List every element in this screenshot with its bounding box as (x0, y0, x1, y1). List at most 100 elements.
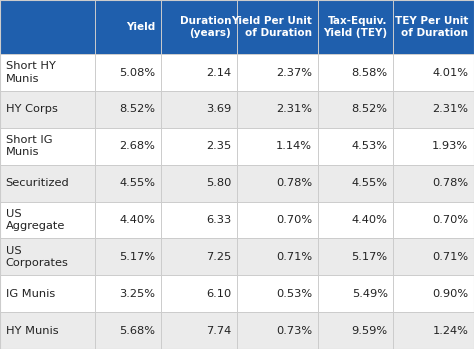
Text: 2.31%: 2.31% (276, 104, 312, 114)
Bar (393, 201, 474, 238)
Bar (0, 54, 95, 91)
Bar (95, 238, 161, 275)
Text: HY Corps: HY Corps (6, 104, 57, 114)
Bar (0, 128, 95, 165)
Bar (95, 0, 161, 54)
Text: 0.71%: 0.71% (276, 252, 312, 262)
Text: 2.35: 2.35 (206, 141, 231, 151)
Bar (318, 54, 393, 91)
Text: 2.31%: 2.31% (432, 104, 468, 114)
Bar (318, 0, 393, 54)
Text: 1.93%: 1.93% (432, 141, 468, 151)
Text: 3.69: 3.69 (206, 104, 231, 114)
Text: 0.53%: 0.53% (276, 289, 312, 299)
Text: 4.53%: 4.53% (352, 141, 388, 151)
Bar (237, 312, 318, 349)
Bar (393, 54, 474, 91)
Text: 8.52%: 8.52% (352, 104, 388, 114)
Text: Short IG
Munis: Short IG Munis (6, 135, 52, 157)
Bar (318, 275, 393, 312)
Bar (0, 91, 95, 128)
Text: 2.37%: 2.37% (276, 67, 312, 77)
Text: Securitized: Securitized (6, 178, 69, 188)
Text: 8.58%: 8.58% (352, 67, 388, 77)
Bar (0, 275, 95, 312)
Bar (237, 201, 318, 238)
Bar (0, 201, 95, 238)
Text: 2.68%: 2.68% (119, 141, 155, 151)
Bar (318, 128, 393, 165)
Text: 1.24%: 1.24% (432, 326, 468, 336)
Bar (0, 312, 95, 349)
Bar (95, 312, 161, 349)
Text: 4.01%: 4.01% (432, 67, 468, 77)
Bar (161, 201, 237, 238)
Text: 0.70%: 0.70% (432, 215, 468, 225)
Text: TEY Per Unit
of Duration: TEY Per Unit of Duration (395, 16, 468, 38)
Text: 4.55%: 4.55% (352, 178, 388, 188)
Bar (0, 0, 95, 54)
Text: 5.08%: 5.08% (119, 67, 155, 77)
Text: Duration
(years): Duration (years) (180, 16, 231, 38)
Text: 5.49%: 5.49% (352, 289, 388, 299)
Bar (318, 165, 393, 201)
Text: 0.90%: 0.90% (432, 289, 468, 299)
Bar (318, 312, 393, 349)
Bar (237, 91, 318, 128)
Text: IG Munis: IG Munis (6, 289, 55, 299)
Bar (237, 165, 318, 201)
Bar (0, 238, 95, 275)
Text: 9.59%: 9.59% (352, 326, 388, 336)
Bar (393, 91, 474, 128)
Text: 5.80: 5.80 (206, 178, 231, 188)
Bar (237, 128, 318, 165)
Text: 5.17%: 5.17% (119, 252, 155, 262)
Bar (318, 201, 393, 238)
Text: 0.78%: 0.78% (276, 178, 312, 188)
Text: Tax-Equiv.
Yield (TEY): Tax-Equiv. Yield (TEY) (324, 16, 388, 38)
Text: Yield Per Unit
of Duration: Yield Per Unit of Duration (231, 16, 312, 38)
Bar (393, 0, 474, 54)
Text: 0.70%: 0.70% (276, 215, 312, 225)
Text: 0.71%: 0.71% (432, 252, 468, 262)
Bar (95, 128, 161, 165)
Bar (393, 275, 474, 312)
Text: 4.55%: 4.55% (119, 178, 155, 188)
Text: HY Munis: HY Munis (6, 326, 58, 336)
Bar (393, 165, 474, 201)
Text: 1.14%: 1.14% (276, 141, 312, 151)
Text: 5.17%: 5.17% (352, 252, 388, 262)
Text: 5.68%: 5.68% (119, 326, 155, 336)
Text: US
Corporates: US Corporates (6, 246, 69, 268)
Bar (95, 165, 161, 201)
Text: 7.74: 7.74 (206, 326, 231, 336)
Bar (95, 275, 161, 312)
Text: 8.52%: 8.52% (119, 104, 155, 114)
Text: 6.33: 6.33 (206, 215, 231, 225)
Bar (161, 54, 237, 91)
Text: 4.40%: 4.40% (119, 215, 155, 225)
Text: US
Aggregate: US Aggregate (6, 209, 65, 231)
Bar (393, 128, 474, 165)
Bar (318, 91, 393, 128)
Bar (237, 238, 318, 275)
Bar (161, 165, 237, 201)
Bar (0, 165, 95, 201)
Bar (161, 275, 237, 312)
Text: Short HY
Munis: Short HY Munis (6, 61, 55, 84)
Bar (393, 238, 474, 275)
Bar (237, 275, 318, 312)
Bar (237, 0, 318, 54)
Bar (161, 128, 237, 165)
Text: Yield: Yield (126, 22, 155, 32)
Text: 4.40%: 4.40% (352, 215, 388, 225)
Text: 2.14: 2.14 (206, 67, 231, 77)
Bar (393, 312, 474, 349)
Text: 0.73%: 0.73% (276, 326, 312, 336)
Bar (161, 91, 237, 128)
Bar (95, 54, 161, 91)
Bar (161, 238, 237, 275)
Bar (318, 238, 393, 275)
Text: 6.10: 6.10 (206, 289, 231, 299)
Bar (161, 312, 237, 349)
